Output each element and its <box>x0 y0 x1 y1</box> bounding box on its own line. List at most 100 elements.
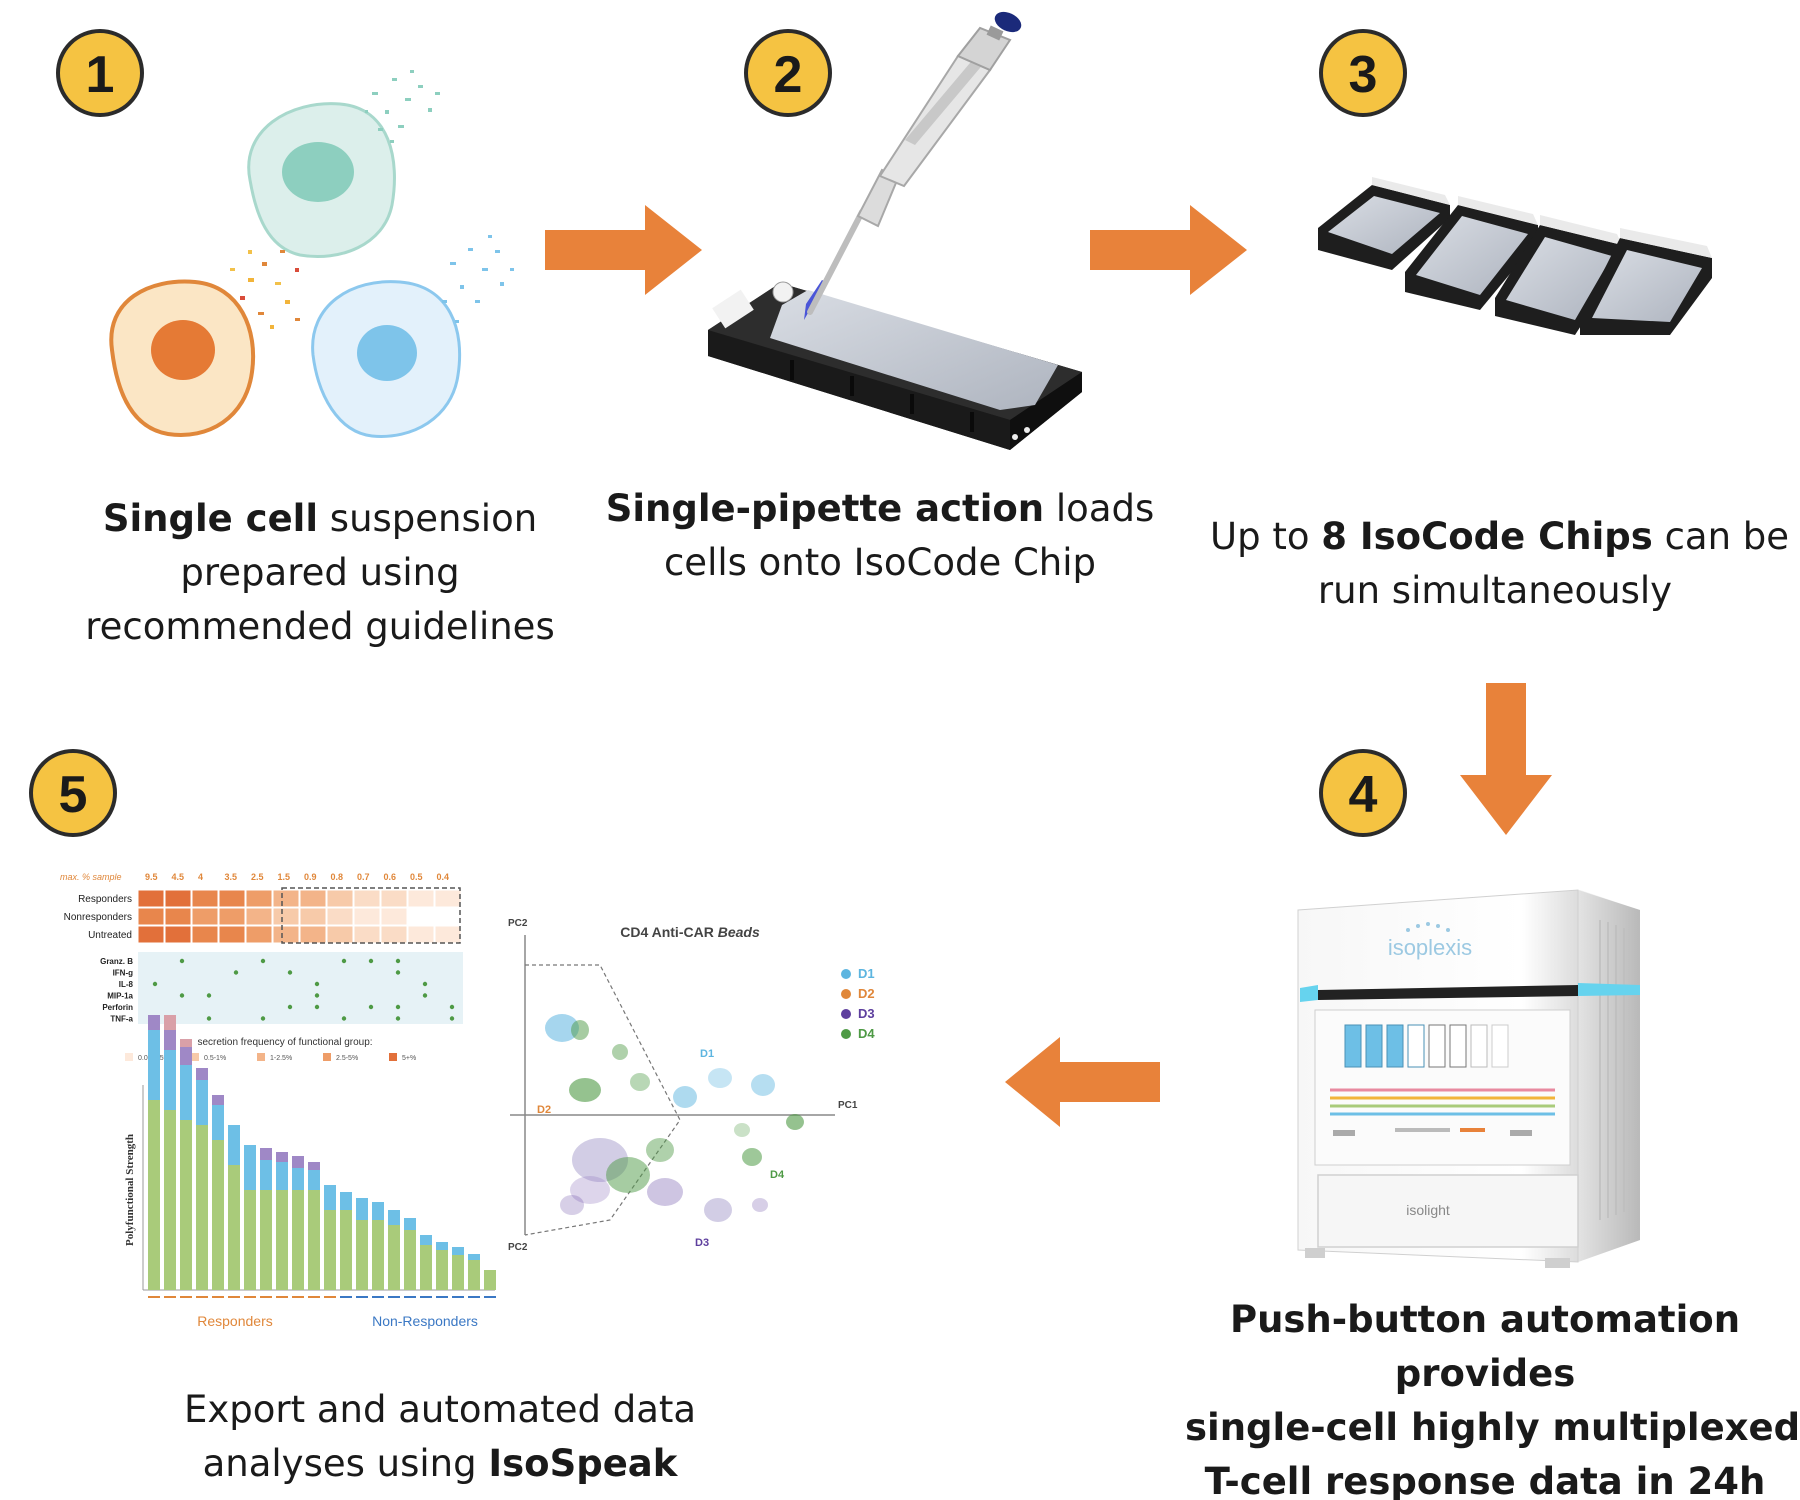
bar-segment <box>196 1080 208 1125</box>
chip-c <box>1495 215 1622 335</box>
bar-segment <box>228 1165 240 1290</box>
bar-segment <box>468 1254 480 1260</box>
bar-segment <box>308 1170 320 1190</box>
heatmap-dot <box>287 970 293 975</box>
pca-label-d1: D1 <box>700 1048 714 1060</box>
bar-segment <box>180 1039 192 1047</box>
caption-step-5-bold: IsoSpeak <box>488 1442 678 1485</box>
heatmap-cell <box>434 889 462 908</box>
heatmap-cytokine-label: Granz. B <box>100 957 133 966</box>
chip-d <box>1580 228 1712 335</box>
bar-tick <box>340 1296 352 1298</box>
heatmap-cytokine-label: IL-8 <box>119 980 134 989</box>
bar-segment <box>148 1015 160 1030</box>
heatmap-header-value: 0.6 <box>384 872 397 882</box>
caption-step-3-line-1: Up to 8 IsoCode Chips can be <box>1210 510 1789 564</box>
caption-step-2-line-1: Single-pipette action loads <box>600 482 1160 536</box>
bar-tick <box>484 1296 496 1298</box>
pca-legend-dot <box>841 989 851 999</box>
heatmap-cell <box>380 889 408 908</box>
step-badge-5: 5 <box>29 749 117 837</box>
heatmap-header-value: 0.5 <box>410 872 423 882</box>
bar-segment <box>164 1050 176 1110</box>
bar-tick <box>228 1296 240 1298</box>
bar-segment <box>420 1245 432 1290</box>
heatmap-dot <box>206 1016 212 1021</box>
pca-title-main: CD4 Anti-CAR <box>620 924 717 940</box>
step-number-2: 2 <box>774 46 803 104</box>
heatmap-cytokine-label: TNF-a <box>110 1015 133 1024</box>
bar-segment <box>356 1198 368 1220</box>
bar-tick <box>196 1296 208 1298</box>
bar-segment <box>388 1225 400 1290</box>
caption-step-4-line-2: provides <box>1394 1352 1576 1395</box>
arrow-right-2 <box>1090 205 1247 295</box>
bar-segment <box>228 1125 240 1165</box>
bar-segment <box>420 1235 432 1245</box>
heatmap-cell <box>191 925 219 944</box>
bar-segment <box>196 1125 208 1290</box>
caption-step-5-line-1: Export and automated data <box>183 1388 697 1431</box>
heatmap-cell <box>164 889 192 908</box>
heatmap-dot <box>260 1016 266 1021</box>
bar-segment <box>164 1110 176 1290</box>
arrow-down <box>1460 683 1552 835</box>
pca-title-italic: Beads <box>718 924 760 940</box>
bar-segment <box>260 1190 272 1290</box>
cells-illustration <box>109 70 514 438</box>
bar-tick <box>452 1296 464 1298</box>
heatmap-cytokine-label: MIP-1a <box>107 992 133 1001</box>
heatmap-dot <box>287 1004 293 1010</box>
heatmap-dot <box>314 993 320 998</box>
heatmap-header-value: 4 <box>198 872 203 882</box>
bar-segment <box>372 1220 384 1290</box>
caption-step-2-text: loads <box>1044 487 1155 530</box>
bar-group-left-label: Responders <box>197 1313 273 1329</box>
caption-step-3: Up to 8 IsoCode Chips can be run simulta… <box>1210 510 1789 618</box>
heatmap-header-label: max. % sample <box>60 872 122 882</box>
heatmap-header-value: 4.5 <box>172 872 185 882</box>
bar-tick <box>372 1296 384 1298</box>
heatmap-cell <box>407 925 435 944</box>
heatmap-dot <box>395 1016 401 1021</box>
heatmap-cell <box>245 889 273 908</box>
caption-step-3-line-2: run simultaneously <box>1317 569 1673 612</box>
bar-segment <box>404 1230 416 1290</box>
caption-step-2-bold: Single-pipette action <box>605 487 1045 530</box>
step-number-3: 3 <box>1349 46 1378 104</box>
bar-segment <box>356 1220 368 1290</box>
pca-legend-item: D1 <box>858 966 875 981</box>
caption-step-4-line-4: T-cell response data in 24h <box>1204 1460 1766 1500</box>
teal-nucleus <box>282 142 354 202</box>
pipette-illustration <box>804 11 1022 320</box>
device-screen-slots <box>1344 1024 1509 1068</box>
pca-legend-item: D2 <box>858 986 875 1001</box>
bar-segment <box>292 1190 304 1290</box>
bar-segment <box>436 1250 448 1290</box>
heatmap-cell <box>353 889 381 908</box>
heatmap-dot <box>341 958 347 964</box>
caption-step-4: Push-button automation provides single-c… <box>1185 1293 1800 1500</box>
bar-segment <box>276 1152 288 1162</box>
bar-tick <box>436 1296 448 1298</box>
caption-step-1-line-3: recommended guidelines <box>85 605 555 648</box>
bar-segment <box>340 1192 352 1210</box>
heatmap-cell <box>272 889 300 908</box>
caption-step-4-line-3: single-cell highly multiplexed <box>1185 1406 1800 1449</box>
step-badge-4: 4 <box>1319 749 1407 837</box>
heatmap-dot <box>179 993 185 998</box>
bar-tick <box>404 1296 416 1298</box>
heatmap-cytokine-labels: Granz. B IFN-g IL-8 MIP-1a Perforin TNF-a <box>100 957 133 1024</box>
heatmap-dot <box>314 1004 320 1010</box>
pca-legend-dot <box>841 1029 851 1039</box>
heatmap-cell <box>299 925 327 944</box>
pca-cluster-blobs <box>545 1014 804 1222</box>
heatmap-legend-swatch <box>125 1053 133 1061</box>
bar-segment <box>388 1210 400 1225</box>
heatmap-header-value: 0.8 <box>331 872 344 882</box>
pca-legend-item: D4 <box>858 1026 875 1041</box>
step-number-1: 1 <box>86 46 115 104</box>
heatmap-cell <box>164 907 192 926</box>
bar-segment <box>452 1255 464 1290</box>
heatmap-row-label: Nonresponders <box>64 912 132 923</box>
